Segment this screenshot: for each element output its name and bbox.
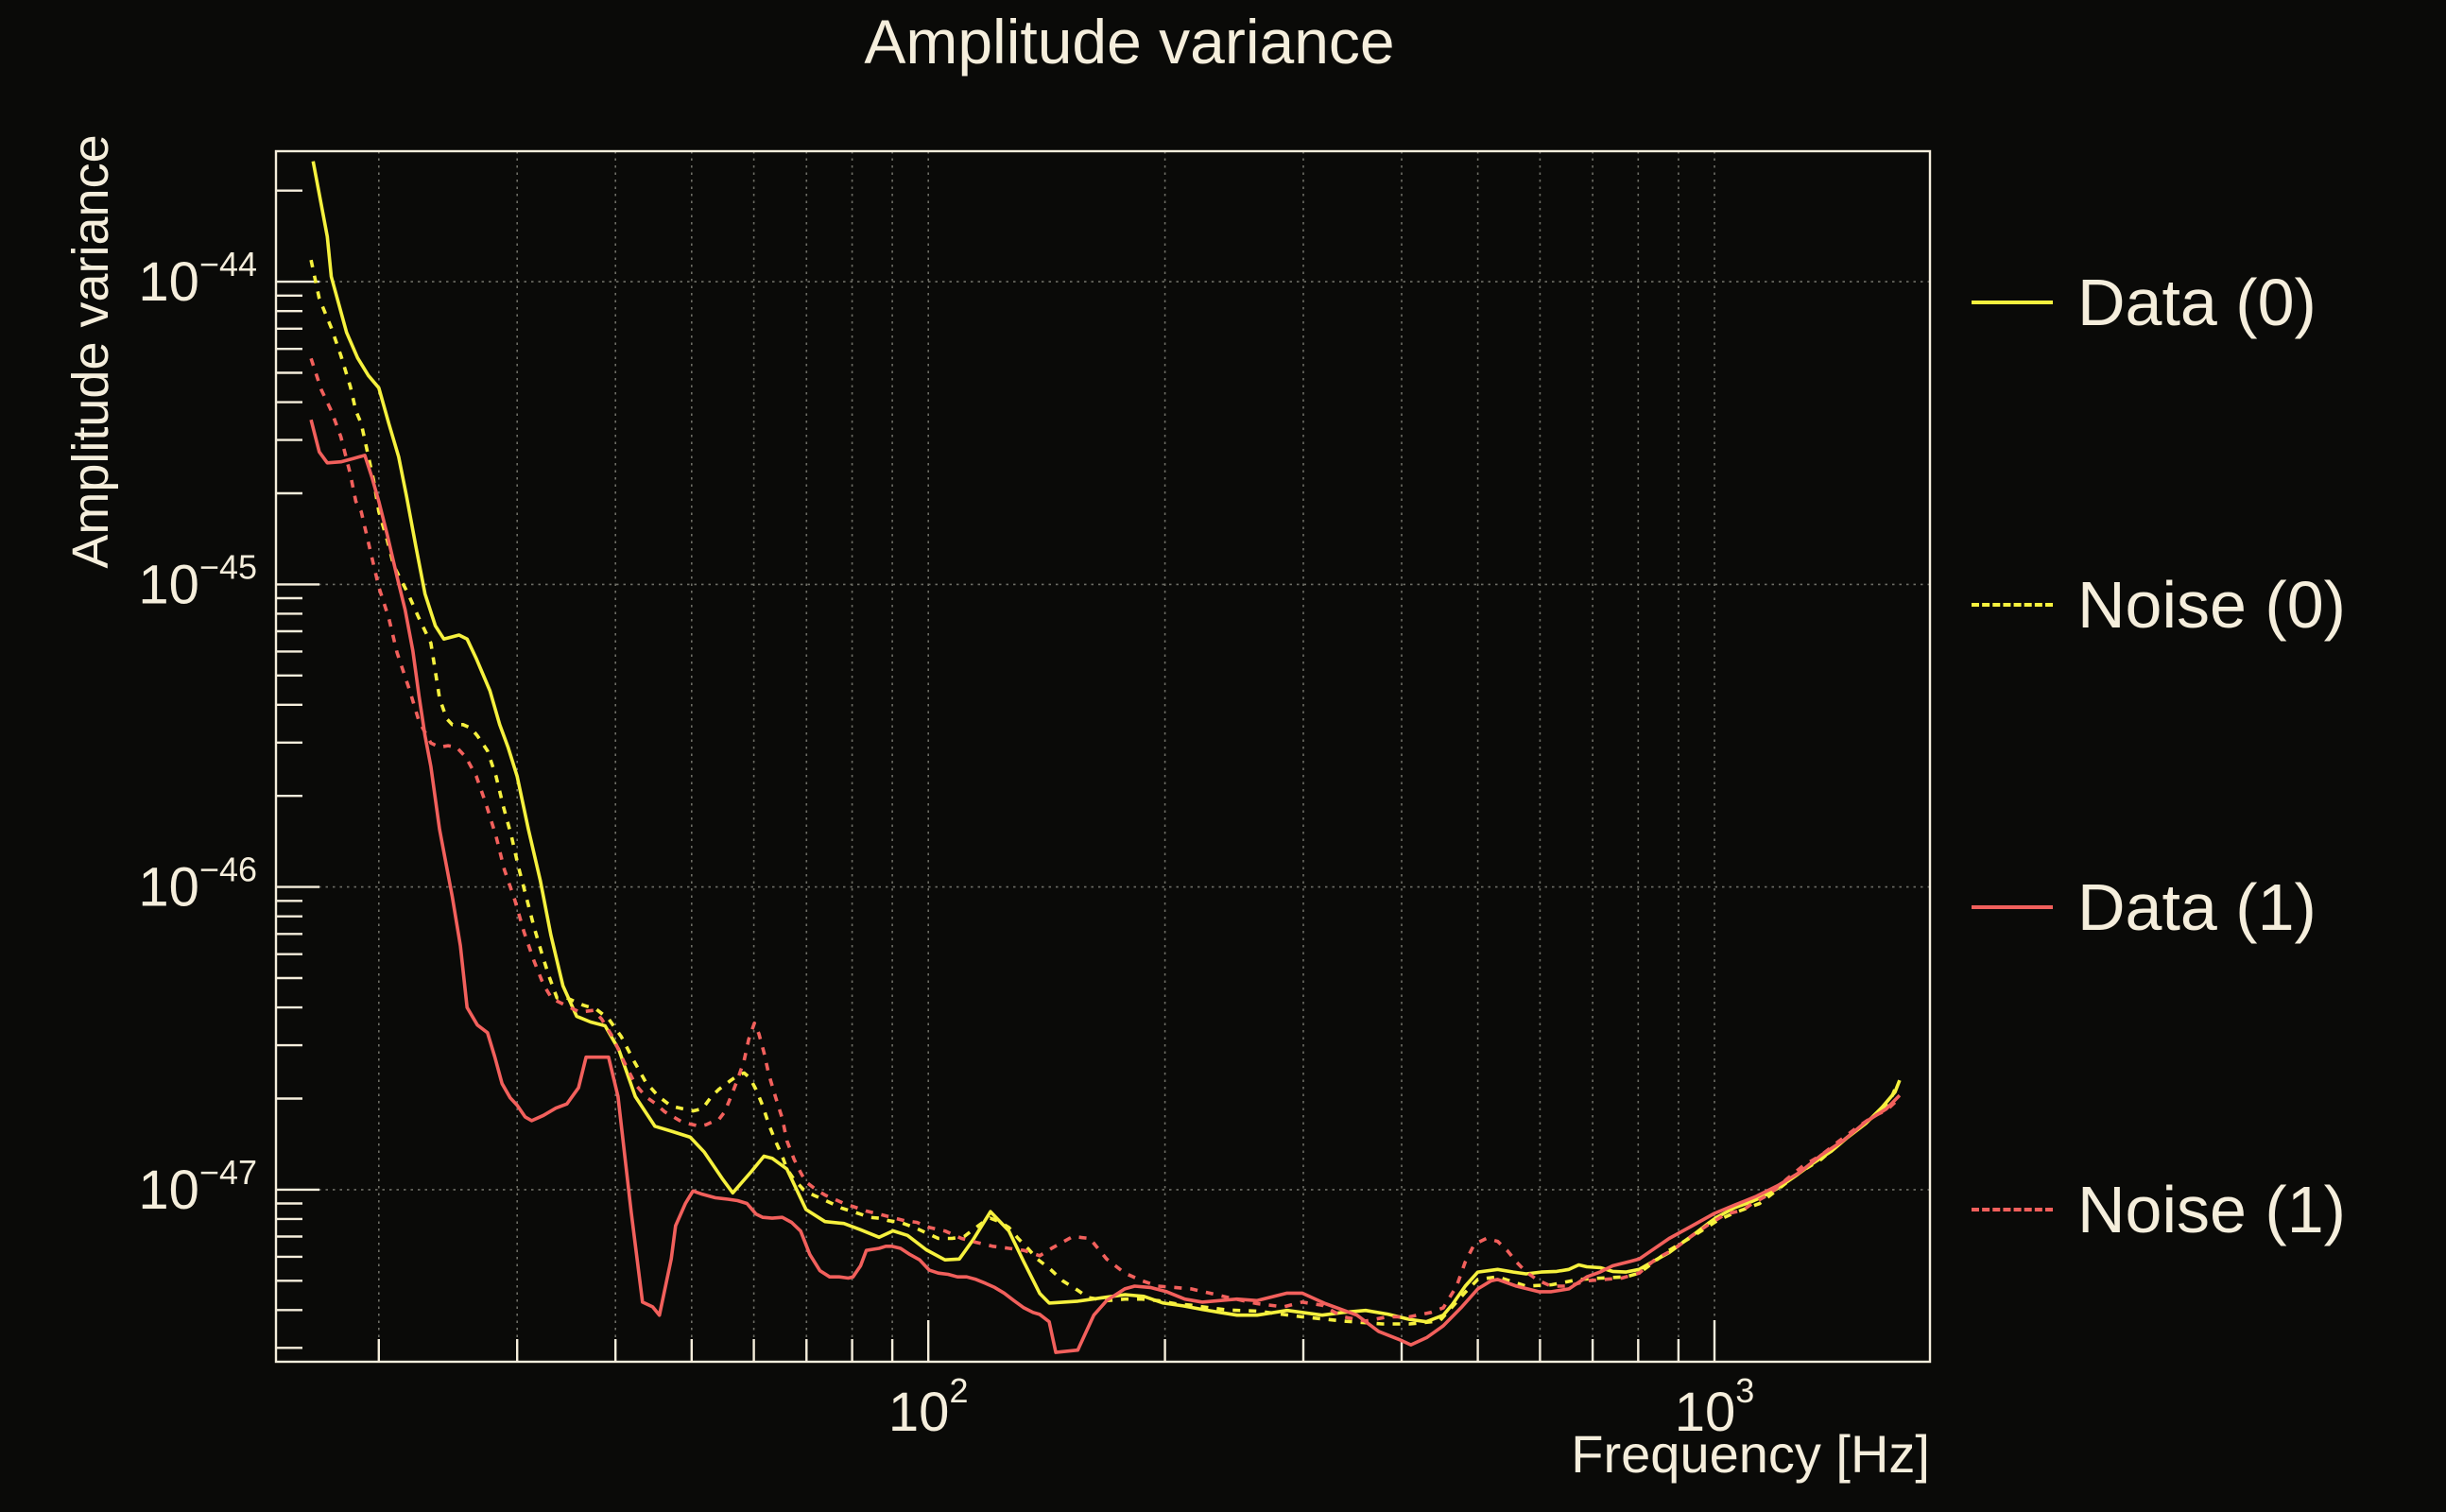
- legend-line-data-0-icon: [1972, 301, 2053, 304]
- svg-text:10−44: 10−44: [138, 245, 257, 313]
- legend-label-noise-1: Noise (1): [2077, 1173, 2346, 1246]
- svg-text:10−45: 10−45: [138, 547, 257, 615]
- svg-text:10−46: 10−46: [138, 850, 257, 919]
- series-line-3: [309, 357, 1897, 1323]
- legend-item-noise-0: Noise (0): [1972, 559, 2346, 650]
- series-line-2: [309, 419, 1902, 1354]
- series-line-0: [311, 161, 1902, 1324]
- legend-item-data-1: Data (1): [1972, 862, 2317, 953]
- svg-text:10−47: 10−47: [138, 1153, 257, 1221]
- chart-title: Amplitude variance: [864, 7, 1395, 77]
- legend-line-noise-0-icon: [1972, 603, 2053, 607]
- series-line-1: [309, 259, 1900, 1326]
- legend-item-noise-1: Noise (1): [1972, 1164, 2346, 1255]
- legend-label-data-0: Data (0): [2077, 266, 2317, 339]
- legend: Data (0) Noise (0) Data (1) Noise (1): [1972, 0, 2444, 1512]
- legend-label-data-1: Data (1): [2077, 870, 2317, 944]
- legend-label-noise-0: Noise (0): [2077, 568, 2346, 642]
- legend-item-data-0: Data (0): [1972, 257, 2317, 348]
- x-axis-title: Frequency [Hz]: [1571, 1424, 1930, 1484]
- legend-line-noise-1-icon: [1972, 1208, 2053, 1211]
- svg-text:103: 103: [1675, 1371, 1755, 1443]
- legend-line-data-1-icon: [1972, 905, 2053, 909]
- svg-text:102: 102: [888, 1371, 969, 1443]
